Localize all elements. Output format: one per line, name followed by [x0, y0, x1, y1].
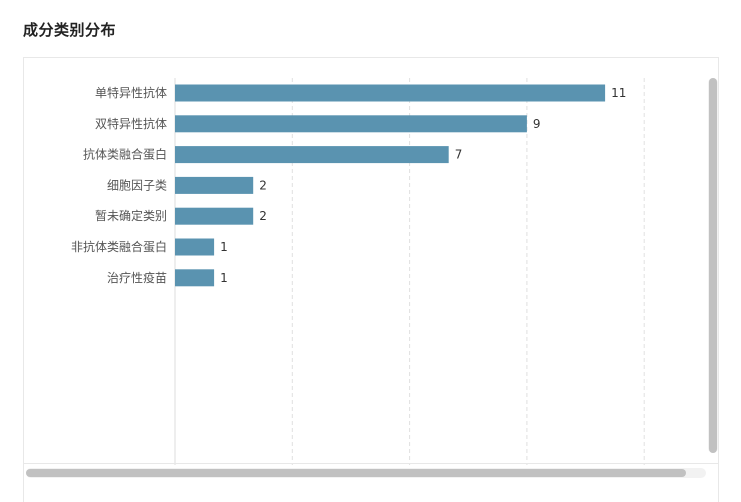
category-label: 细胞因子类	[107, 178, 167, 192]
category-label: 单特异性抗体	[95, 85, 167, 100]
bar-layer	[175, 84, 606, 287]
value-label: 1	[220, 271, 228, 285]
category-label: 治疗性疫苗	[107, 270, 167, 285]
chart-panel: 单特异性抗体 11 双特异性抗体 9 抗体类融合蛋白 7 细胞因子类 2 暂未确定类别 2 非抗体类…	[23, 57, 719, 502]
value-label: 9	[533, 117, 541, 131]
bar[interactable]	[175, 176, 254, 194]
horizontal-scrollbar-thumb[interactable]	[26, 469, 686, 477]
value-label: 11	[611, 86, 626, 100]
bar[interactable]	[175, 84, 606, 102]
bar[interactable]	[175, 146, 449, 164]
value-label: 1	[220, 240, 228, 254]
vertical-scrollbar[interactable]	[708, 78, 718, 453]
category-label: 非抗体类融合蛋白	[71, 239, 167, 254]
horizontal-scrollbar[interactable]	[26, 468, 706, 478]
value-label: 7	[455, 148, 463, 162]
bar[interactable]	[175, 115, 527, 133]
category-label: 双特异性抗体	[95, 116, 167, 131]
page-title: 成分类别分布	[23, 21, 117, 39]
vertical-scrollbar-thumb[interactable]	[709, 78, 717, 453]
bar[interactable]	[175, 238, 215, 256]
grid-layer	[174, 78, 645, 465]
category-label: 暂未确定类别	[95, 208, 167, 223]
divider	[24, 463, 718, 464]
bar[interactable]	[175, 269, 215, 287]
chart-scroll-area[interactable]: 单特异性抗体 11 双特异性抗体 9 抗体类融合蛋白 7 细胞因子类 2 暂未确定类别 2 非抗体类…	[24, 58, 707, 465]
value-label: 2	[259, 209, 267, 223]
category-label: 抗体类融合蛋白	[83, 147, 167, 162]
value-label: 2	[259, 178, 267, 192]
bar[interactable]	[175, 207, 254, 225]
